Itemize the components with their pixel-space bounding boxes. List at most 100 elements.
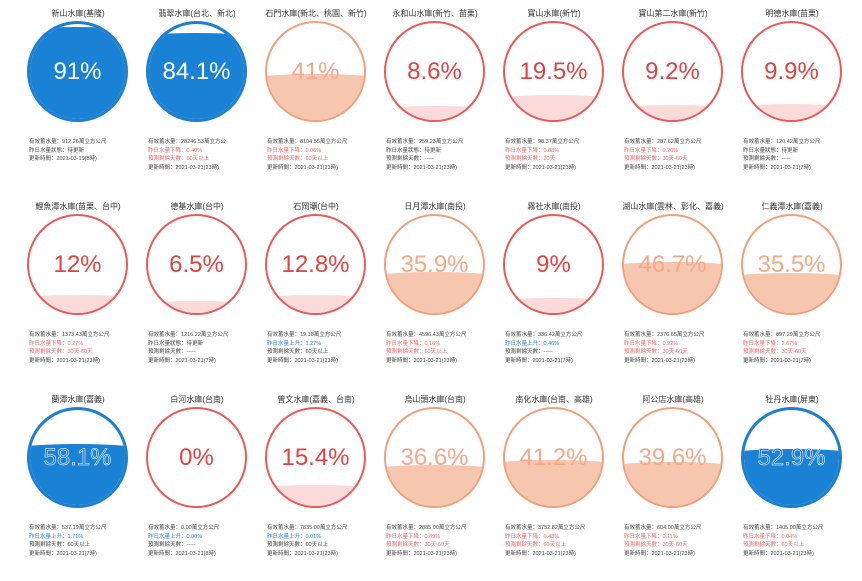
percentage-label: 41.2% bbox=[519, 443, 588, 471]
remaining-days: 預測剩餘天數：----- bbox=[743, 156, 791, 162]
reservoir-card-7[interactable]: 明德水庫(苗栗) 9.9% 有效蓄水量：120.42萬立方公尺 昨日水量狀態：待… bbox=[733, 0, 851, 193]
water-level-gauge[interactable]: 12% bbox=[27, 214, 128, 315]
effective-storage: 有效蓄水量：259.23萬立方公尺 bbox=[386, 139, 464, 145]
reservoir-card-18[interactable]: 烏山頭水庫(台南) 36.6% 有效蓄水量：2885.00萬立方公尺 昨日水量下… bbox=[376, 386, 494, 579]
reservoir-card-14[interactable]: 仁義潭水庫(嘉義) 35.5% 有效蓄水量：897.29萬立方公尺 昨日水量下降… bbox=[733, 193, 851, 386]
reservoir-card-17[interactable]: 曾文水庫(嘉義、台南) 15.4% 有效蓄水量：7835.00萬立方公尺 昨日水… bbox=[257, 386, 375, 579]
reservoir-card-21[interactable]: 牡丹水庫(屏東) 52.9% 有效蓄水量：1405.00萬立方公尺 昨日水量下降… bbox=[733, 386, 851, 579]
reservoir-card-12[interactable]: 霧社水庫(南投) 9% 有效蓄水量：336.42萬立方公尺 昨日水量上升：0.4… bbox=[495, 193, 613, 386]
reservoir-info: 有效蓄水量：28246.53萬立方公 昨日水量下降：0.40% 預測剩餘天數：6… bbox=[148, 138, 256, 172]
daily-change: 昨日水量上升：0.01% bbox=[267, 533, 322, 540]
update-time: 更新時間：2021-03-21(23時) bbox=[743, 550, 814, 557]
percentage-label: 39.6% bbox=[638, 443, 707, 471]
reservoir-name: 湖山水庫(雲林、彰化、嘉義) bbox=[622, 202, 724, 211]
reservoir-card-1[interactable]: 新山水庫(基隆) 91% 有效蓄水量：912.26萬立方公尺 昨日水量狀態：待更… bbox=[19, 0, 137, 193]
remaining-days: 預測剩餘天數：60天以上 bbox=[743, 542, 805, 548]
remaining-days: 預測剩餘天數：60天以上 bbox=[386, 349, 448, 355]
reservoir-card-20[interactable]: 阿公店水庫(高雄) 39.6% 有效蓄水量：604.00萬立方公尺 昨日水量下降… bbox=[614, 386, 732, 579]
reservoir-info: 有效蓄水量：537.19萬立方公尺 昨日水量上升：1.71% 預測剩餘天數：60… bbox=[29, 524, 137, 558]
water-level-gauge[interactable]: 52.9% bbox=[741, 407, 842, 508]
effective-storage: 有效蓄水量：2885.00萬立方公尺 bbox=[386, 525, 467, 531]
water-level-gauge[interactable]: 8.6% bbox=[384, 21, 485, 122]
water-level-gauge[interactable]: 41% bbox=[265, 21, 366, 122]
reservoir-card-8[interactable]: 鯉魚潭水庫(苗栗、台中) 12% 有效蓄水量：1373.43萬立方公尺 昨日水量… bbox=[19, 193, 137, 386]
remaining-days: 預測剩餘天數：30天-60天 bbox=[624, 542, 688, 548]
water-wave bbox=[148, 300, 245, 313]
remaining-days: 預測剩餘天數：----- bbox=[505, 349, 553, 355]
reservoir-name: 石門水庫(新北、桃園、新竹) bbox=[265, 9, 367, 18]
reservoir-info: 有效蓄水量：4596.43萬立方公尺 昨日水量下降：0.16% 預測剩餘天數：6… bbox=[386, 331, 494, 365]
daily-change: 昨日水量下降：0.11% bbox=[624, 533, 678, 540]
water-fill bbox=[148, 300, 245, 313]
water-level-gauge[interactable]: 12.8% bbox=[265, 214, 366, 315]
daily-change: 昨日水量下降：0.89% bbox=[386, 533, 441, 540]
reservoir-info: 有效蓄水量：2376.65萬立方公尺 昨日水量下降：0.92% 預測剩餘天數：3… bbox=[624, 331, 732, 365]
water-wave bbox=[30, 26, 125, 39]
percentage-label: 6.5% bbox=[169, 250, 224, 278]
reservoir-card-19[interactable]: 南化水庫(台南、高雄) 41.2% 有效蓄水量：3752.82萬立方公尺 昨日水… bbox=[495, 386, 613, 579]
update-time: 更新時間：2021-03-21(23時) bbox=[29, 357, 100, 364]
water-level-gauge[interactable]: 0% bbox=[146, 407, 247, 508]
remaining-days: 預測剩餘天數：30天-60天 bbox=[624, 349, 688, 355]
water-wave bbox=[386, 464, 483, 477]
remaining-days: 預測剩餘天數：----- bbox=[148, 542, 196, 548]
update-time: 更新時間：2021-03-21(7時) bbox=[148, 357, 216, 364]
daily-change: 昨日水量下降：2.67% bbox=[743, 340, 798, 347]
water-level-gauge[interactable]: 9.2% bbox=[622, 21, 723, 122]
reservoir-card-5[interactable]: 寶山水庫(新竹) 19.5% 有效蓄水量：98.37萬立方公尺 昨日水量下降：0… bbox=[495, 0, 613, 193]
update-time: 更新時間：2021-03-21(23時) bbox=[148, 164, 219, 171]
water-level-gauge[interactable]: 91% bbox=[27, 21, 128, 122]
daily-change: 昨日水量下降：0.20% bbox=[624, 147, 679, 154]
water-fill bbox=[505, 298, 602, 313]
water-level-gauge[interactable]: 19.5% bbox=[503, 21, 604, 122]
reservoir-card-9[interactable]: 德基水庫(台中) 6.5% 有效蓄水量：1216.22萬立方公尺 昨日水量狀態：… bbox=[138, 193, 256, 386]
reservoir-info: 有效蓄水量：1405.00萬立方公尺 昨日水量下降：0.04% 預測剩餘天數：6… bbox=[743, 524, 851, 558]
water-level-gauge[interactable]: 46.7% bbox=[622, 214, 723, 315]
reservoir-card-11[interactable]: 日月潭水庫(南投) 35.9% 有效蓄水量：4596.43萬立方公尺 昨日水量下… bbox=[376, 193, 494, 386]
reservoir-info: 有效蓄水量：604.00萬立方公尺 昨日水量下降：0.11% 預測剩餘天數：30… bbox=[624, 524, 732, 558]
percentage-label: 19.5% bbox=[519, 57, 588, 85]
water-level-gauge[interactable]: 41.2% bbox=[503, 407, 604, 508]
water-level-gauge[interactable]: 39.6% bbox=[622, 407, 723, 508]
effective-storage: 有效蓄水量：19.18萬立方公尺 bbox=[267, 332, 342, 338]
water-level-gauge[interactable]: 15.4% bbox=[265, 407, 366, 508]
water-fill bbox=[743, 104, 840, 120]
effective-storage: 有效蓄水量：897.29萬立方公尺 bbox=[743, 332, 821, 338]
reservoir-info: 有效蓄水量：1216.22萬立方公尺 昨日水量狀態：待更新 預測剩餘天數：---… bbox=[148, 331, 256, 365]
percentage-label: 41% bbox=[291, 57, 340, 85]
reservoir-card-15[interactable]: 蘭潭水庫(嘉義) 58.1% 有效蓄水量：537.19萬立方公尺 昨日水量上升：… bbox=[19, 386, 137, 579]
update-time: 更新時間：2021-03-21(7時) bbox=[29, 550, 97, 557]
daily-change: 昨日水量狀態：待更新 bbox=[743, 147, 799, 154]
reservoir-info: 有效蓄水量：98.37萬立方公尺 昨日水量下降：0.88% 預測剩餘天數：20天… bbox=[505, 138, 613, 172]
reservoir-card-6[interactable]: 寶山第二水庫(新竹) 9.2% 有效蓄水量：287.62萬立方公尺 昨日水量下降… bbox=[614, 0, 732, 193]
water-level-gauge[interactable]: 35.9% bbox=[384, 214, 485, 315]
reservoir-card-2[interactable]: 翡翠水庫(台北、新北) 84.1% 有效蓄水量：28246.53萬立方公 昨日水… bbox=[138, 0, 256, 193]
water-level-gauge[interactable]: 36.6% bbox=[384, 407, 485, 508]
daily-change: 昨日水量下降：0.06% bbox=[267, 147, 322, 154]
effective-storage: 有效蓄水量：1405.00萬立方公尺 bbox=[743, 525, 824, 531]
water-level-gauge[interactable]: 58.1% bbox=[27, 407, 128, 508]
water-fill bbox=[744, 448, 839, 505]
update-time: 更新時間：2021-03-21(7時) bbox=[505, 357, 573, 364]
reservoir-card-13[interactable]: 湖山水庫(雲林、彰化、嘉義) 46.7% 有效蓄水量：2376.65萬立方公尺 … bbox=[614, 193, 732, 386]
water-level-gauge[interactable]: 6.5% bbox=[146, 214, 247, 315]
effective-storage: 有效蓄水量：912.26萬立方公尺 bbox=[29, 139, 107, 145]
update-time: 更新時間：2021-03-21(23時) bbox=[624, 357, 695, 364]
update-time: 更新時間：2021-03-21(23時) bbox=[386, 164, 457, 171]
remaining-days: 預測剩餘天數：60天以上 bbox=[148, 156, 210, 162]
effective-storage: 有效蓄水量：7835.00萬立方公尺 bbox=[267, 525, 348, 531]
water-level-gauge[interactable]: 9.9% bbox=[741, 21, 842, 122]
water-level-gauge[interactable]: 9% bbox=[503, 214, 604, 315]
reservoir-card-10[interactable]: 石岡壩(台中) 12.8% 有效蓄水量：19.18萬立方公尺 昨日水量上升：1.… bbox=[257, 193, 375, 386]
water-level-gauge[interactable]: 35.5% bbox=[741, 214, 842, 315]
water-level-gauge[interactable]: 84.1% bbox=[146, 21, 247, 122]
reservoir-card-16[interactable]: 白河水庫(台南) 0% 有效蓄水量：0.00萬立方公尺 昨日水量上升：0.00%… bbox=[138, 386, 256, 579]
effective-storage: 有效蓄水量：537.19萬立方公尺 bbox=[29, 525, 107, 531]
reservoir-card-3[interactable]: 石門水庫(新北、桃園、新竹) 41% 有效蓄水量：8104.55萬立方公尺 昨日… bbox=[257, 0, 375, 193]
effective-storage: 有效蓄水量：3752.82萬立方公尺 bbox=[505, 525, 586, 531]
reservoir-card-4[interactable]: 永和山水庫(新竹、苗栗) 8.6% 有效蓄水量：259.23萬立方公尺 昨日水量… bbox=[376, 0, 494, 193]
remaining-days: 預測剩餘天數：60天以上 bbox=[267, 349, 329, 355]
percentage-label: 15.4% bbox=[281, 443, 350, 471]
effective-storage: 有效蓄水量：336.42萬立方公尺 bbox=[505, 332, 583, 338]
